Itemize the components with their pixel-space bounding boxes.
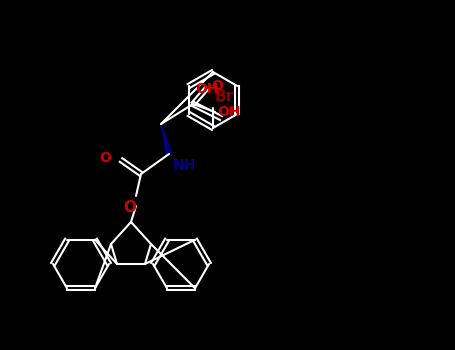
Text: O: O	[123, 200, 136, 215]
Text: O: O	[211, 79, 223, 93]
Polygon shape	[161, 124, 172, 155]
Text: OH: OH	[195, 82, 218, 96]
Text: OH: OH	[217, 105, 241, 119]
Text: NH: NH	[173, 158, 196, 172]
Text: O: O	[99, 151, 111, 165]
Text: Br: Br	[215, 89, 234, 104]
